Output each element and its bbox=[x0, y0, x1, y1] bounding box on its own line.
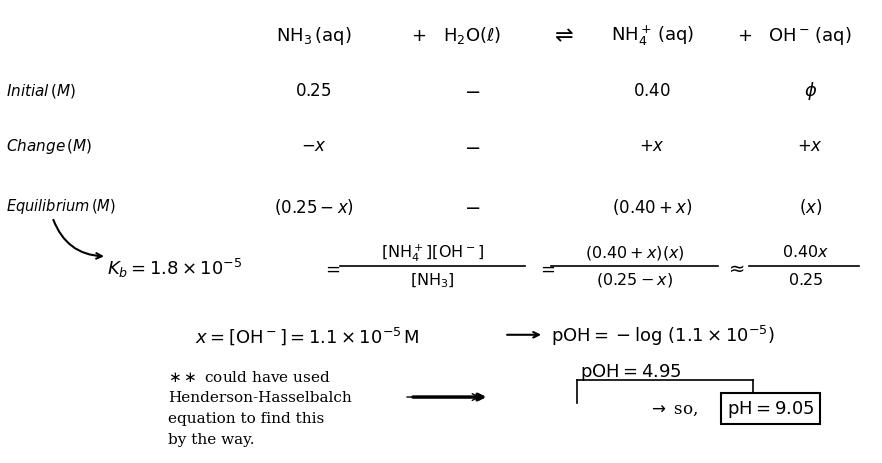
Text: $\rightarrow$ so,: $\rightarrow$ so, bbox=[647, 400, 698, 417]
Text: $=$: $=$ bbox=[537, 259, 556, 277]
Text: $=$: $=$ bbox=[322, 259, 340, 277]
Text: $0.40x$: $0.40x$ bbox=[782, 244, 829, 261]
Text: $\mathit{Equilibrium\,(M)}$: $\mathit{Equilibrium\,(M)}$ bbox=[6, 197, 116, 216]
Text: $\rightleftharpoons$: $\rightleftharpoons$ bbox=[550, 25, 574, 47]
Text: $x = [\mathrm{OH^-}] = 1.1\times10^{-5}\,\mathrm{M}$: $x = [\mathrm{OH^-}] = 1.1\times10^{-5}\… bbox=[195, 324, 420, 346]
Text: $\mathit{Change\,(M)}$: $\mathit{Change\,(M)}$ bbox=[6, 137, 93, 156]
Text: $(0.25-x)$: $(0.25-x)$ bbox=[596, 271, 673, 289]
Text: $-$: $-$ bbox=[464, 138, 480, 156]
Text: $(x)$: $(x)$ bbox=[798, 196, 822, 216]
Text: $0.40$: $0.40$ bbox=[633, 83, 671, 100]
Text: $+x$: $+x$ bbox=[797, 138, 823, 155]
Text: $0.25$: $0.25$ bbox=[295, 83, 332, 100]
Text: $[\mathrm{NH_3}]$: $[\mathrm{NH_3}]$ bbox=[410, 271, 454, 289]
Text: $K_b = 1.8\times10^{-5}$: $K_b = 1.8\times10^{-5}$ bbox=[107, 257, 242, 280]
Text: $\mathrm{OH^-\,(aq)}$: $\mathrm{OH^-\,(aq)}$ bbox=[768, 25, 852, 47]
Text: $+$: $+$ bbox=[736, 27, 751, 45]
Text: $(0.40+x)$: $(0.40+x)$ bbox=[611, 196, 692, 216]
Text: $\mathrm{pOH} = 4.95$: $\mathrm{pOH} = 4.95$ bbox=[580, 362, 682, 382]
Text: $[\mathrm{NH_4^+}][\mathrm{OH^-}]$: $[\mathrm{NH_4^+}][\mathrm{OH^-}]$ bbox=[381, 241, 483, 263]
Text: $+x$: $+x$ bbox=[639, 138, 665, 155]
Text: $\mathrm{NH_3\,(aq)}$: $\mathrm{NH_3\,(aq)}$ bbox=[276, 25, 351, 47]
Text: $\mathrm{NH_4^+\,(aq)}$: $\mathrm{NH_4^+\,(aq)}$ bbox=[610, 24, 693, 48]
Text: equation to find this: equation to find this bbox=[168, 411, 325, 425]
Text: $-$: $-$ bbox=[464, 82, 480, 100]
Text: $0.25$: $0.25$ bbox=[789, 271, 824, 288]
Text: by the way.: by the way. bbox=[168, 432, 255, 445]
Text: $\mathrm{pH} = 9.05$: $\mathrm{pH} = 9.05$ bbox=[727, 398, 814, 419]
Text: $-x$: $-x$ bbox=[301, 138, 326, 155]
Text: $+$: $+$ bbox=[412, 27, 427, 45]
Text: $\mathrm{pOH} = -\log\,(1.1\times10^{-5})$: $\mathrm{pOH} = -\log\,(1.1\times10^{-5}… bbox=[551, 323, 775, 347]
Text: $\ast\ast$ could have used: $\ast\ast$ could have used bbox=[168, 369, 332, 384]
Text: $\phi$: $\phi$ bbox=[804, 80, 817, 102]
Text: $\mathrm{H_2O(\ell)}$: $\mathrm{H_2O(\ell)}$ bbox=[443, 25, 501, 46]
Text: $(0.25-x)$: $(0.25-x)$ bbox=[273, 196, 354, 216]
Text: $\approx$: $\approx$ bbox=[726, 259, 745, 277]
Text: $-$: $-$ bbox=[464, 197, 480, 215]
Text: $(0.40+x)(x)$: $(0.40+x)(x)$ bbox=[585, 243, 684, 261]
Text: $\mathit{Initial\,(M)}$: $\mathit{Initial\,(M)}$ bbox=[6, 82, 76, 100]
Text: Henderson-Hasselbalch: Henderson-Hasselbalch bbox=[168, 390, 352, 404]
